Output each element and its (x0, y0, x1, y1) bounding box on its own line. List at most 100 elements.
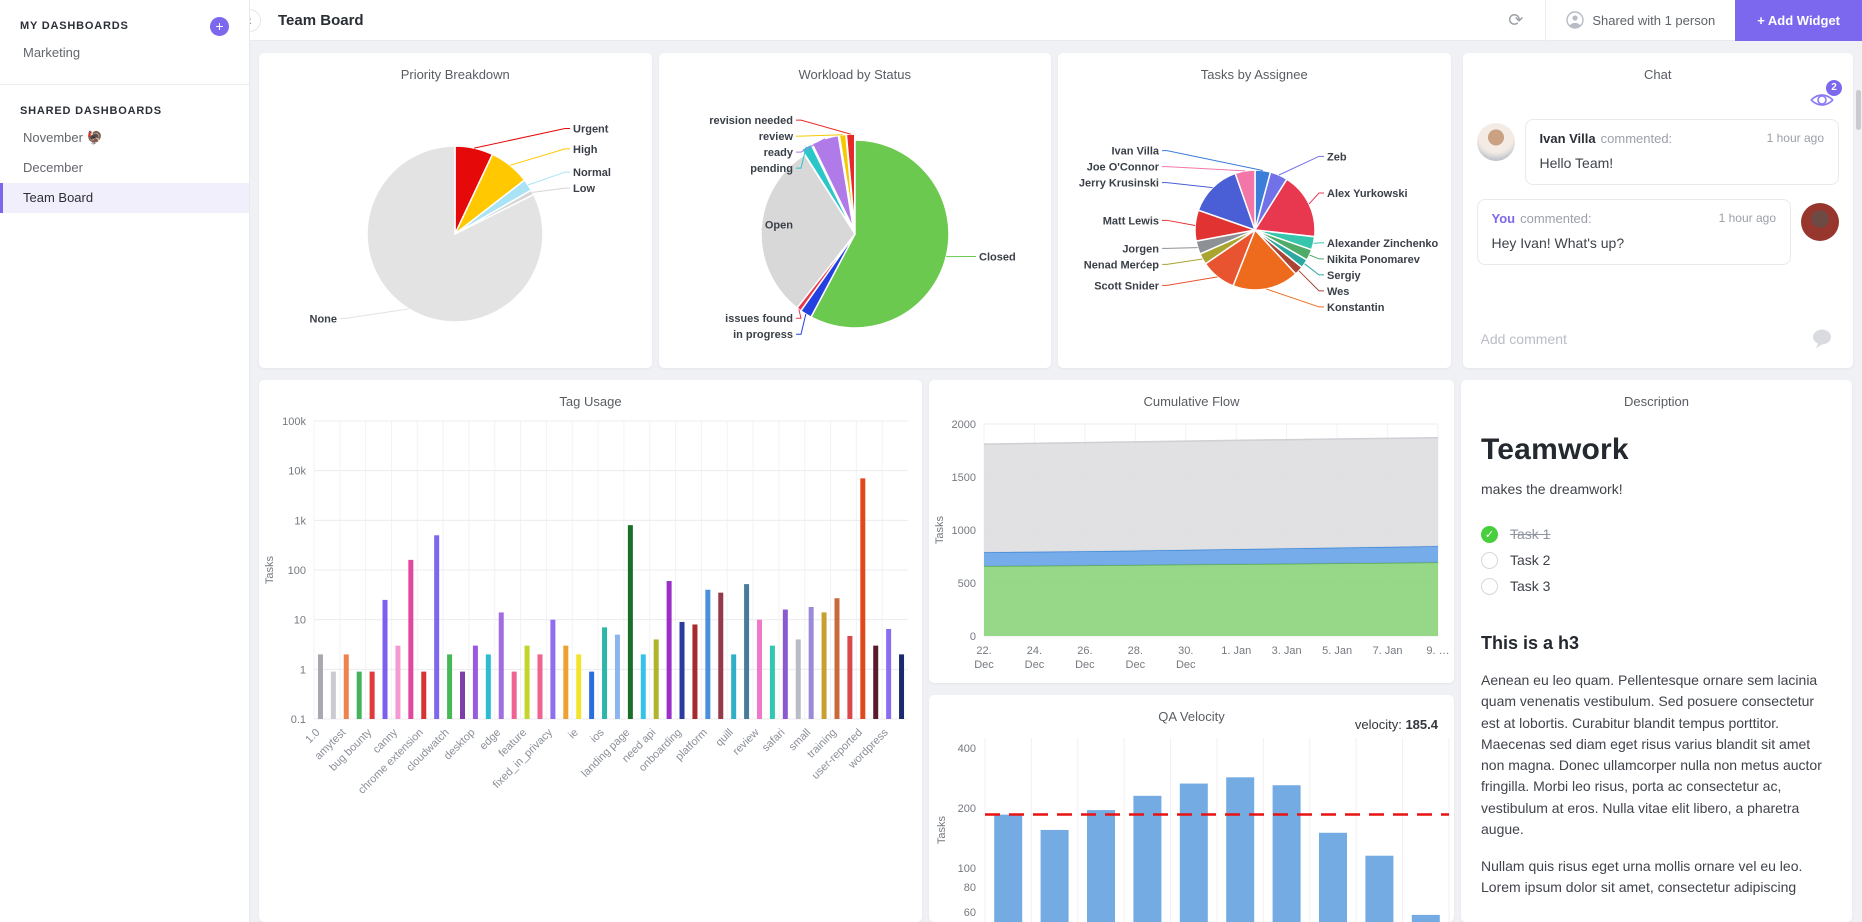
topbar-separator (1545, 0, 1547, 41)
svg-text:safari: safari (760, 727, 788, 755)
sidebar-item-team-board[interactable]: Team Board (0, 183, 249, 213)
cumulative-flow-area-chart[interactable]: 0 500 1000 1500 2000 22. Dec 24. Dec 26. Dec 28. Dec… (929, 409, 1454, 679)
priority-breakdown-pie-chart[interactable]: None Urgent High Normal Low (259, 82, 652, 364)
comment-author: You (1491, 211, 1516, 226)
task-checked-icon[interactable]: ✓ (1481, 525, 1498, 543)
svg-text:Nenad Merćep: Nenad Merćep (1084, 259, 1159, 271)
sidebar-item-december[interactable]: December (23, 160, 83, 175)
description-paragraph: Aenean eu leo quam. Pellentesque ornare … (1481, 672, 1822, 837)
widget-title: QA Velocity (1158, 709, 1225, 724)
svg-text:100: 100 (958, 863, 976, 875)
description-subheading: makes the dreamwork! (1481, 481, 1623, 497)
svg-text:quill: quill (713, 727, 735, 749)
avatar[interactable] (1801, 203, 1839, 241)
svg-text:1.0: 1.0 (303, 727, 322, 746)
comment-time: 1 hour ago (1766, 131, 1824, 145)
svg-text:2000: 2000 (952, 419, 976, 431)
page-title: Team Board (278, 11, 364, 29)
shared-dashboards-header: SHARED DASHBOARDS (20, 105, 162, 117)
workload-by-status-widget: Workload by Status revision needed review… (658, 53, 1052, 368)
workload-by-status-pie-chart[interactable]: revision needed review ready pending Open iss… (659, 82, 1052, 364)
svg-text:Dec: Dec (1025, 659, 1045, 671)
svg-text:Urgent: Urgent (573, 124, 609, 136)
svg-text:ie: ie (566, 727, 581, 742)
scrollbar-thumb[interactable] (1856, 90, 1861, 130)
svg-text:Normal: Normal (573, 167, 611, 179)
svg-text:60: 60 (964, 907, 976, 919)
svg-text:500: 500 (958, 578, 976, 590)
description-paragraph: Nullam quis risus eget urna mollis ornar… (1481, 858, 1803, 896)
svg-text:Low: Low (573, 183, 595, 195)
comment-text: Hey Ivan! What's up? (1491, 235, 1625, 251)
widget-title: Cumulative Flow (1143, 394, 1240, 409)
svg-text:400: 400 (958, 743, 976, 755)
add-widget-button[interactable]: + Add Widget (1735, 0, 1862, 41)
svg-text:10k: 10k (288, 466, 306, 478)
svg-text:in progress: in progress (733, 329, 793, 341)
svg-text:Sergiy: Sergiy (1327, 270, 1362, 282)
svg-text:Dec: Dec (1126, 659, 1146, 671)
top-bar: ‹ Team Board ⟳ Shared with 1 person + Ad… (238, 0, 1862, 41)
svg-text:High: High (573, 144, 598, 156)
svg-text:Nikita Ponomarev: Nikita Ponomarev (1327, 254, 1421, 266)
add-comment-input[interactable] (1480, 331, 1811, 347)
svg-text:30.: 30. (1178, 645, 1193, 657)
svg-text:revision needed: revision needed (709, 115, 793, 127)
checklist-item: ✓ Task 1 (1481, 521, 1832, 547)
svg-text:Open: Open (764, 220, 792, 232)
checklist: ✓ Task 1 Task 2 Task 3 (1481, 521, 1832, 599)
widget-title: Tag Usage (559, 394, 622, 409)
refresh-icon[interactable]: ⟳ (1508, 9, 1524, 30)
person-icon (1566, 11, 1585, 29)
avatar[interactable] (1476, 123, 1515, 161)
comment-item: You commented: 1 hour ago Hey Ivan! What… (1476, 199, 1839, 265)
task-unchecked-icon[interactable] (1481, 551, 1498, 569)
svg-text:Alex Yurkowski: Alex Yurkowski (1327, 188, 1408, 200)
comment-action: commented: (1520, 211, 1592, 226)
comment-author: Ivan Villa (1539, 131, 1596, 146)
svg-text:Closed: Closed (979, 252, 1016, 264)
shared-with-button[interactable]: Shared with 1 person (1546, 11, 1735, 29)
cumulative-flow-widget: Cumulative Flow 0 500 1000 1500 2000 22. Dec 24… (929, 380, 1454, 683)
svg-text:Dec: Dec (1176, 659, 1196, 671)
add-dashboard-button[interactable]: + (210, 16, 229, 36)
svg-text:1k: 1k (294, 515, 306, 527)
svg-text:Ivan Villa: Ivan Villa (1112, 146, 1160, 158)
svg-text:22.: 22. (976, 645, 991, 657)
velocity-value: 185.4 (1405, 717, 1438, 732)
send-comment-icon[interactable] (1811, 328, 1837, 350)
svg-text:Zeb: Zeb (1327, 151, 1347, 163)
comment-action: commented: (1600, 131, 1673, 146)
sidebar-item-marketing[interactable]: Marketing (23, 45, 81, 60)
svg-text:None: None (310, 314, 338, 326)
velocity-readout: velocity: 185.4 (1354, 717, 1438, 732)
watchers-count-badge: 2 (1826, 80, 1842, 96)
qa-velocity-bar-chart[interactable]: 400 200 100 80 60 Tasks (929, 695, 1454, 922)
svg-text:24.: 24. (1027, 645, 1042, 657)
svg-text:3. Jan: 3. Jan (1272, 645, 1302, 657)
priority-breakdown-widget: Priority Breakdown None Urgent High Normal L… (259, 53, 652, 368)
svg-text:Matt Lewis: Matt Lewis (1103, 215, 1159, 227)
checklist-item: Task 2 (1481, 547, 1832, 573)
watchers-control[interactable]: 2 (1809, 80, 1842, 114)
tasks-by-assignee-pie-chart[interactable]: Ivan Villa Joe O'Connor Jerry Krusinski Mat… (1058, 82, 1451, 364)
svg-text:1000: 1000 (952, 525, 976, 537)
task-unchecked-icon[interactable] (1481, 577, 1498, 595)
fade-overlay (1461, 896, 1852, 922)
widget-title: Tasks by Assignee (1200, 67, 1308, 82)
sidebar-divider (0, 84, 249, 85)
chat-widget: Chat 2 Ivan Villa commented: 1 hou (1462, 53, 1853, 368)
my-dashboards-header: MY DASHBOARDS (20, 20, 129, 32)
svg-text:review: review (758, 131, 793, 143)
svg-text:100: 100 (288, 565, 306, 577)
svg-text:pending: pending (750, 163, 793, 175)
svg-text:review: review (731, 727, 762, 758)
sidebar-item-november[interactable]: November 🦃 (23, 130, 103, 145)
checklist-item: Task 3 (1481, 573, 1832, 599)
svg-text:Tasks: Tasks (934, 515, 946, 544)
svg-text:ios: ios (588, 726, 607, 745)
widget-title: Priority Breakdown (400, 67, 510, 82)
svg-text:1. Jan: 1. Jan (1221, 645, 1251, 657)
svg-text:Konstantin: Konstantin (1327, 302, 1385, 314)
